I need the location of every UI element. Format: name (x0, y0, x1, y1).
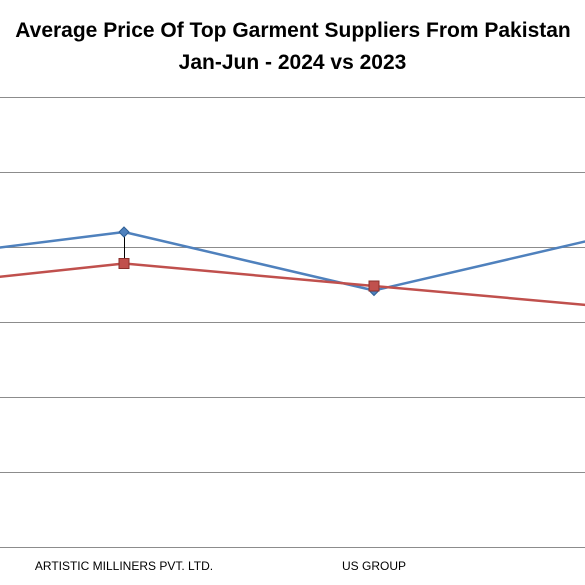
series-markers (118, 226, 380, 297)
series-line-1 (0, 230, 585, 292)
chart-subtitle: Jan-Jun - 2024 vs 2023 (178, 51, 407, 74)
data-point-series-2-2 (368, 280, 380, 292)
chart-title: Average Price Of Top Garment Suppliers F… (15, 19, 571, 42)
series-lines (0, 230, 585, 307)
gridlines (0, 97, 585, 548)
data-point-series-1-1 (118, 226, 130, 238)
series-line-2 (0, 262, 585, 307)
chart-title-block: Average Price Of Top Garment Suppliers F… (0, 0, 585, 90)
x-tick-labels: ARTISTIC MILLINERS PVT. LTD. US GROUP (35, 559, 406, 573)
x-tick-label: ARTISTIC MILLINERS PVT. LTD. (35, 559, 213, 573)
data-point-series-2-1 (118, 258, 130, 269)
x-tick-label: US GROUP (342, 559, 406, 573)
